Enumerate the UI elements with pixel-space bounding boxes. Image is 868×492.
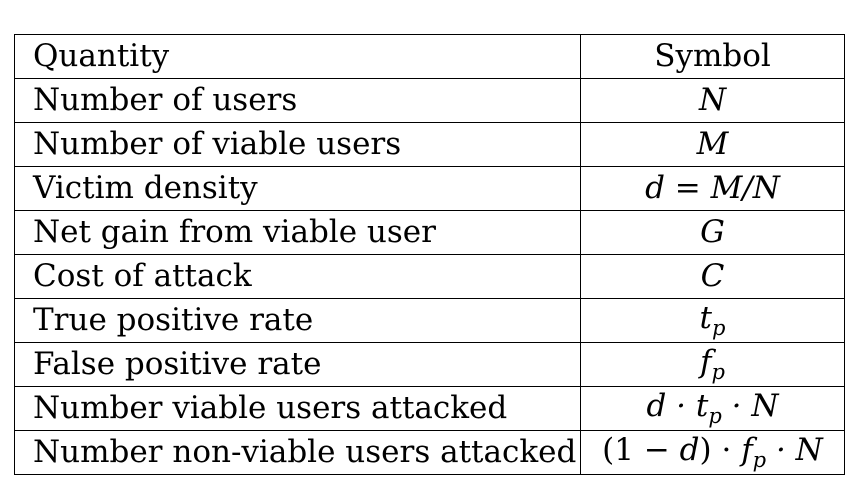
symbol-subscript: p <box>712 315 726 340</box>
symbol-cell: d = M/N <box>580 166 845 211</box>
symbol-cell: M <box>580 122 845 167</box>
quantity-cell: False positive rate <box>14 342 581 387</box>
symbol-subscript: p <box>752 447 767 472</box>
table-row: Number of users N <box>14 78 845 123</box>
quantity-cell: Number of viable users <box>14 122 581 167</box>
symbol-part: ) · <box>699 431 742 468</box>
quantity-cell: True positive rate <box>14 298 581 343</box>
symbol-main: f <box>700 343 712 380</box>
table-row: Net gain from viable user G <box>14 210 845 255</box>
symbol-main: t <box>699 299 712 336</box>
symbol-cell: tp <box>580 298 845 343</box>
symbol-cell: fp <box>580 342 845 387</box>
symbols-table: Quantity Symbol Number of users N Number… <box>14 34 845 475</box>
table-row: Number non-viable users attacked (1 − d)… <box>14 430 845 475</box>
symbol-cell: (1 − d) · fp · N <box>580 430 845 475</box>
table-row: True positive rate tp <box>14 298 845 343</box>
symbol-cell: C <box>580 254 845 299</box>
table-row: False positive rate fp <box>14 342 845 387</box>
header-quantity: Quantity <box>14 34 581 79</box>
symbol-cell: G <box>580 210 845 255</box>
symbol-part: (1 − <box>602 431 680 468</box>
symbol-subscript: p <box>708 403 722 428</box>
symbol-part: f <box>741 431 753 468</box>
table-row: Number viable users attacked d · tp · N <box>14 386 845 431</box>
symbol-part: · N <box>721 387 779 424</box>
table-row: Cost of attack C <box>14 254 845 299</box>
symbol-part: d <box>679 431 700 468</box>
quantity-cell: Cost of attack <box>14 254 581 299</box>
quantity-cell: Number viable users attacked <box>14 386 581 431</box>
quantity-cell: Net gain from viable user <box>14 210 581 255</box>
symbol-cell: N <box>580 78 845 123</box>
symbol-cell: d · tp · N <box>580 386 845 431</box>
table-row: Victim density d = M/N <box>14 166 845 211</box>
quantity-cell: Number of users <box>14 78 581 123</box>
table-row: Number of viable users M <box>14 122 845 167</box>
header-symbol: Symbol <box>580 34 845 79</box>
quantity-cell: Number non-viable users attacked <box>14 430 581 475</box>
table-header-row: Quantity Symbol <box>14 34 845 79</box>
symbol-subscript: p <box>711 359 725 384</box>
symbol-part: d · t <box>646 387 709 424</box>
symbol-part: · N <box>766 431 823 468</box>
quantity-cell: Victim density <box>14 166 581 211</box>
